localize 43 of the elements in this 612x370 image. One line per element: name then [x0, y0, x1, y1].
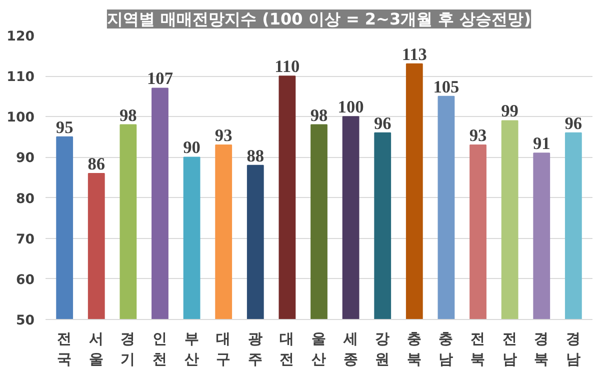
y-tick-label: 100 [6, 110, 35, 126]
y-tick-label: 90 [16, 151, 35, 166]
data-label: 86 [88, 154, 106, 174]
data-label: 93 [214, 126, 233, 146]
y-tick-label: 70 [16, 232, 35, 248]
data-label: 105 [433, 77, 460, 96]
data-label: 110 [274, 57, 300, 76]
data-label: 99 [501, 102, 519, 121]
x-tick-label: 부산 [184, 330, 200, 368]
data-label: 95 [56, 118, 74, 137]
x-tick-label: 강원 [375, 330, 390, 368]
y-tick-label: 50 [16, 314, 35, 328]
data-label: 107 [146, 69, 174, 88]
data-label: 88 [246, 146, 264, 166]
y-tick-label: 110 [6, 70, 35, 86]
x-tick-label: 전국 [57, 330, 72, 368]
x-tick-label: 대전 [280, 330, 295, 368]
y-tick-label: 120 [6, 30, 35, 44]
x-tick-label: 전남 [502, 330, 518, 368]
y-tick-label: 80 [16, 192, 35, 207]
x-tick-label: 경북 [534, 330, 550, 368]
data-label: 93 [469, 126, 488, 146]
data-label: 91 [532, 134, 550, 154]
x-tick-label: 대구 [216, 330, 232, 368]
data-label: 96 [374, 114, 392, 133]
x-tick-label: 울산 [312, 330, 326, 368]
data-label: 100 [338, 98, 364, 117]
x-tick-label: 경기 [120, 330, 136, 368]
y-tick-label: 60 [16, 272, 35, 288]
x-tick-label: 세종 [342, 330, 358, 368]
x-tick-label: 경남 [566, 330, 581, 368]
x-tick-label: 서울 [88, 330, 104, 368]
data-label: 90 [183, 138, 200, 158]
x-tick-label: 인천 [152, 330, 168, 368]
x-tick-label: 충남 [438, 330, 454, 368]
data-label: 96 [564, 114, 582, 133]
x-tick-label: 충북 [406, 330, 422, 368]
data-label: 113 [402, 44, 428, 64]
data-label: 98 [120, 106, 138, 125]
data-label: 98 [310, 106, 328, 125]
x-tick-label: 전북 [470, 330, 486, 368]
x-tick-label: 광주 [248, 330, 263, 368]
chart-title: 지역별 매매전망지수 (100 이상 = 2~3개월 후 상승전망) [106, 10, 532, 28]
